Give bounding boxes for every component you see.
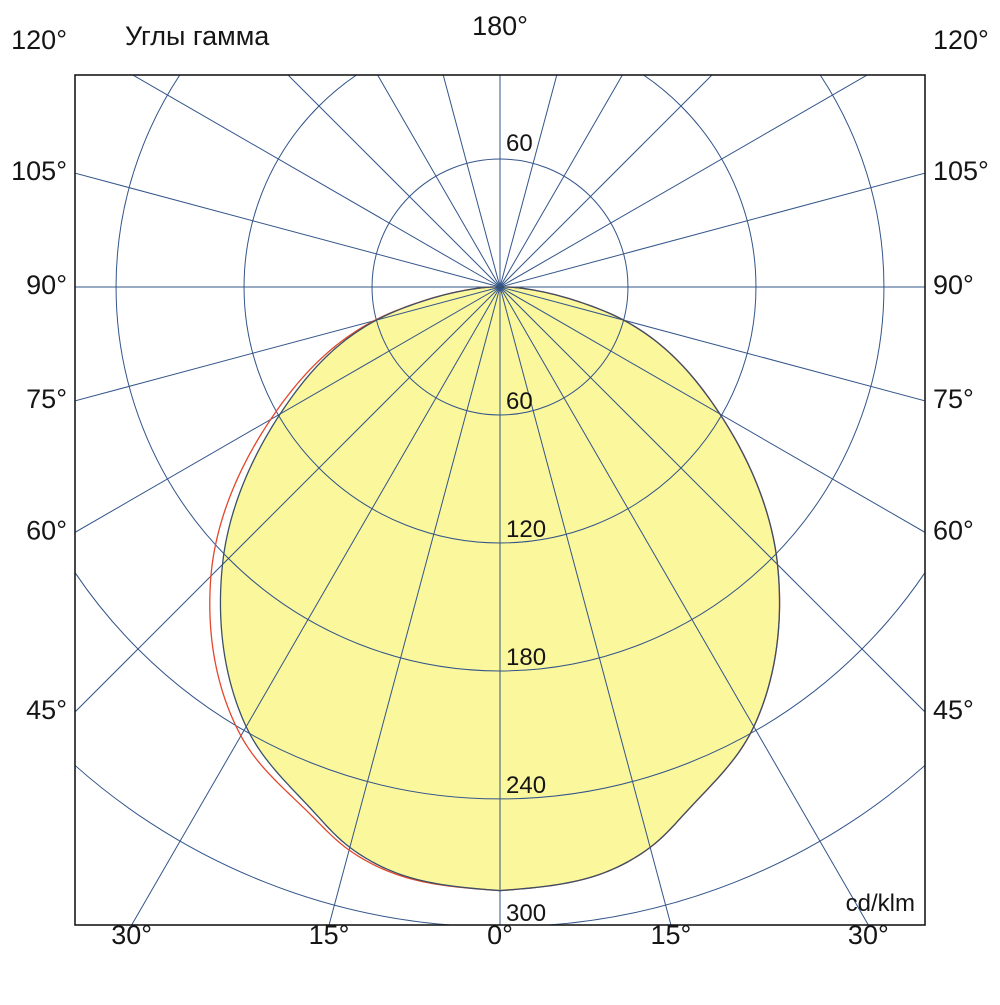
svg-text:105°: 105° <box>11 156 67 186</box>
svg-text:60°: 60° <box>933 515 974 545</box>
svg-text:60: 60 <box>506 130 533 157</box>
svg-text:240: 240 <box>506 772 546 799</box>
svg-text:90°: 90° <box>933 270 974 300</box>
svg-text:Углы гамма: Углы гамма <box>125 21 270 51</box>
svg-text:30°: 30° <box>848 920 889 950</box>
svg-text:15°: 15° <box>309 920 350 950</box>
svg-text:180°: 180° <box>472 11 528 41</box>
svg-text:60°: 60° <box>26 515 67 545</box>
svg-text:120: 120 <box>506 516 546 543</box>
svg-text:15°: 15° <box>651 920 692 950</box>
svg-text:30°: 30° <box>111 920 152 950</box>
svg-text:120°: 120° <box>933 25 989 55</box>
svg-text:105°: 105° <box>933 156 989 186</box>
svg-text:120°: 120° <box>11 25 67 55</box>
svg-text:45°: 45° <box>26 695 67 725</box>
svg-text:75°: 75° <box>933 384 974 414</box>
svg-text:180: 180 <box>506 644 546 671</box>
svg-text:75°: 75° <box>26 384 67 414</box>
svg-text:60: 60 <box>506 388 533 415</box>
svg-text:300: 300 <box>506 900 546 927</box>
svg-text:90°: 90° <box>26 270 67 300</box>
svg-text:cd/klm: cd/klm <box>846 890 915 917</box>
svg-text:45°: 45° <box>933 695 974 725</box>
